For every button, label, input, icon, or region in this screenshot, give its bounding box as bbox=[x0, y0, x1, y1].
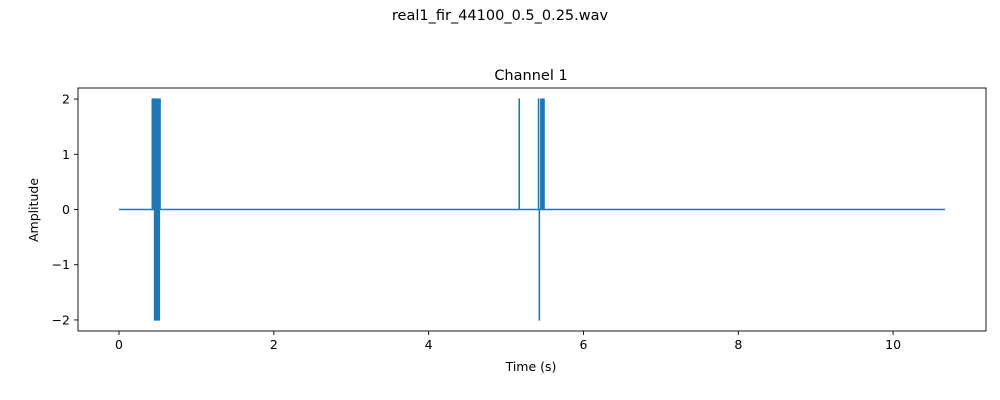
chart-title: Channel 1 bbox=[494, 68, 567, 84]
figure-suptitle: real1_fir_44100_0.5_0.25.wav bbox=[392, 8, 609, 24]
y-tick-label: 0 bbox=[62, 202, 70, 217]
y-tick-label: 1 bbox=[62, 147, 70, 162]
x-tick-label: 2 bbox=[270, 337, 278, 352]
x-tick-label: 10 bbox=[885, 337, 901, 352]
x-tick-label: 0 bbox=[115, 337, 123, 352]
x-axis-label: Time (s) bbox=[505, 359, 557, 374]
x-tick-label: 6 bbox=[580, 337, 588, 352]
y-axis-label: Amplitude bbox=[26, 178, 41, 242]
x-tick-label: 8 bbox=[734, 337, 742, 352]
x-tick-label: 4 bbox=[425, 337, 433, 352]
plot-area bbox=[119, 98, 945, 321]
y-axis: −2 −1 0 1 2 bbox=[52, 92, 78, 327]
y-tick-label: −1 bbox=[52, 257, 70, 272]
x-axis: 0 2 4 6 8 10 bbox=[115, 331, 901, 352]
series-line-1 bbox=[119, 98, 945, 321]
y-tick-label: −2 bbox=[52, 312, 70, 327]
y-tick-label: 2 bbox=[62, 92, 70, 107]
